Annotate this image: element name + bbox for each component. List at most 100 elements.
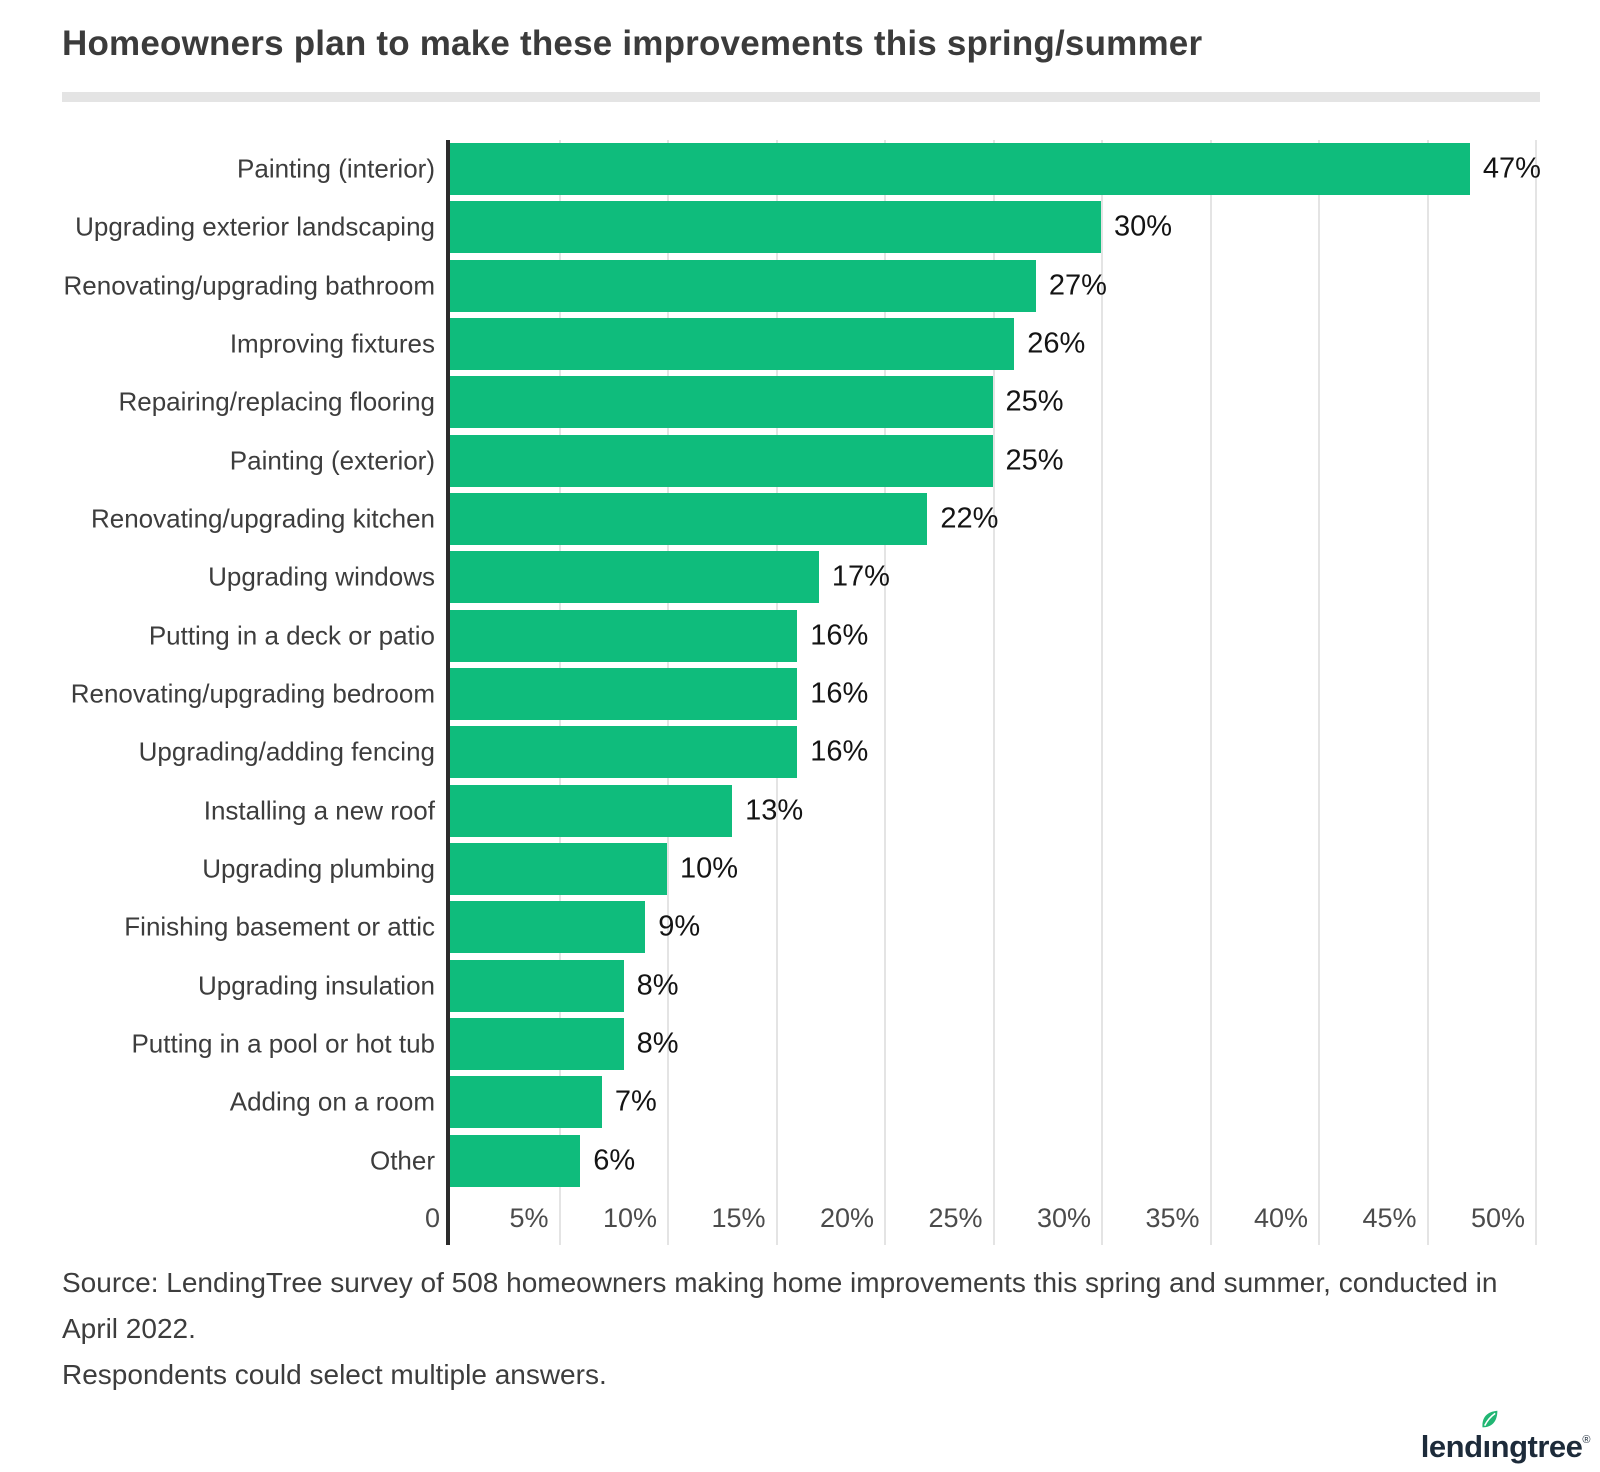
value-label: 8%	[636, 969, 679, 1002]
bar	[450, 143, 1470, 195]
logo-letter-i: ı	[1481, 1410, 1497, 1464]
value-label: 30%	[1114, 210, 1173, 243]
bar-row: Other 6%	[0, 1132, 1600, 1190]
bar	[450, 201, 1101, 254]
source-note: Source: LendingTree survey of 508 homeow…	[62, 1260, 1542, 1398]
category-label: Painting (interior)	[237, 153, 435, 184]
value-label: 25%	[1005, 444, 1064, 477]
value-label: 26%	[1027, 327, 1086, 360]
title-divider	[62, 92, 1540, 102]
x-tick-label: 0	[424, 1203, 440, 1233]
bar-row: Upgrading plumbing 10%	[0, 840, 1600, 898]
bar-row: Renovating/upgrading bathroom 27%	[0, 257, 1600, 315]
bar-row: Upgrading insulation 8%	[0, 957, 1600, 1015]
category-label: Repairing/replacing flooring	[118, 386, 435, 417]
category-label: Upgrading plumbing	[202, 853, 435, 884]
x-tick-label: 10%	[602, 1203, 657, 1233]
bar	[450, 1017, 624, 1070]
plot-area: 0 5% 10% 15% 20% 25% 30% 35% 40% 45% 50% Painting (…	[0, 140, 1600, 1245]
value-label: 6%	[593, 1144, 636, 1177]
x-tick-label: 5%	[509, 1203, 549, 1233]
bar-row: Upgrading windows 17%	[0, 548, 1600, 606]
gridline	[992, 140, 995, 1245]
bar-row: Painting (interior) 47%	[0, 140, 1600, 198]
x-tick-label: 25%	[928, 1203, 983, 1233]
category-label: Upgrading insulation	[197, 970, 435, 1001]
bar	[450, 259, 1036, 312]
gridline	[1426, 140, 1429, 1245]
value-label: 25%	[1005, 385, 1064, 418]
category-label: Adding on a room	[229, 1086, 435, 1117]
value-label: 13%	[745, 794, 804, 827]
category-label: Putting in a pool or hot tub	[131, 1028, 435, 1059]
x-tick-label: 45%	[1362, 1203, 1417, 1233]
bar	[450, 609, 798, 662]
value-label: 22%	[940, 502, 999, 535]
gridline	[884, 140, 886, 1245]
chart-title: Homeowners plan to make these improvemen…	[62, 24, 1203, 63]
bar	[450, 1134, 581, 1187]
bar-row: Painting (exterior) 25%	[0, 432, 1600, 490]
category-label: Renovating/upgrading bathroom	[63, 270, 435, 301]
source-line-2: Respondents could select multiple answer…	[62, 1359, 607, 1390]
logo-text-prefix: lend	[1420, 1429, 1483, 1464]
leaf-icon	[1481, 1410, 1497, 1428]
value-label: 10%	[680, 852, 739, 885]
bar	[450, 376, 993, 429]
value-label: 16%	[810, 735, 869, 768]
bar-row: Upgrading/adding fencing 16%	[0, 723, 1600, 781]
bar-row: Finishing basement or attic 9%	[0, 898, 1600, 956]
x-tick-label: 35%	[1145, 1203, 1200, 1233]
bar-row: Adding on a room 7%	[0, 1073, 1600, 1131]
bar	[450, 842, 667, 895]
value-label: 17%	[831, 560, 890, 593]
bar	[450, 784, 733, 837]
category-label: Installing a new roof	[203, 795, 435, 826]
logo-registered-mark: ®	[1582, 1434, 1590, 1446]
bar	[450, 434, 993, 487]
source-line-1: Source: LendingTree survey of 508 homeow…	[62, 1267, 1498, 1344]
logo-text: lendı ngtree®	[1420, 1410, 1590, 1464]
category-label: Upgrading windows	[208, 561, 435, 592]
gridline	[1318, 140, 1320, 1245]
bar-row: Renovating/upgrading kitchen 22%	[0, 490, 1600, 548]
category-label: Renovating/upgrading bedroom	[70, 678, 435, 709]
gridline	[1209, 140, 1212, 1245]
x-tick-label: 50%	[1470, 1203, 1525, 1233]
bar-row: Improving fixtures 26%	[0, 315, 1600, 373]
bar-row: Putting in a pool or hot tub 8%	[0, 1015, 1600, 1073]
bar-row: Putting in a deck or patio 16%	[0, 607, 1600, 665]
x-tick-label: 30%	[1036, 1203, 1091, 1233]
bar	[450, 959, 624, 1012]
bar	[450, 726, 798, 779]
bar	[450, 317, 1015, 370]
bar	[450, 551, 819, 604]
category-label: Painting (exterior)	[229, 445, 435, 476]
gridline	[1101, 140, 1103, 1245]
category-label: Other	[369, 1145, 435, 1176]
category-label: Upgrading/adding fencing	[138, 736, 435, 767]
category-label: Renovating/upgrading kitchen	[90, 503, 435, 534]
bar	[450, 1076, 602, 1129]
value-label: 27%	[1048, 269, 1107, 302]
category-label: Finishing basement or attic	[124, 911, 435, 942]
category-label: Putting in a deck or patio	[148, 620, 435, 651]
bar	[450, 667, 798, 720]
value-label: 8%	[636, 1027, 679, 1060]
value-label: 9%	[658, 910, 701, 943]
y-axis-line	[446, 140, 450, 1245]
lendingtree-logo: lendı ngtree®	[1420, 1410, 1590, 1464]
bar-row: Repairing/replacing flooring 25%	[0, 373, 1600, 431]
logo-text-suffix: ngtree	[1490, 1429, 1583, 1464]
value-label: 47%	[1482, 152, 1541, 185]
bar	[450, 492, 928, 545]
x-tick-label: 20%	[819, 1203, 874, 1233]
value-label: 7%	[614, 1085, 657, 1118]
bar-row: Installing a new roof 13%	[0, 782, 1600, 840]
bar-row: Renovating/upgrading bedroom 16%	[0, 665, 1600, 723]
x-tick-label: 15%	[711, 1203, 766, 1233]
bar-row: Upgrading exterior landscaping 30%	[0, 198, 1600, 256]
value-label: 16%	[810, 619, 869, 652]
value-label: 16%	[810, 677, 869, 710]
